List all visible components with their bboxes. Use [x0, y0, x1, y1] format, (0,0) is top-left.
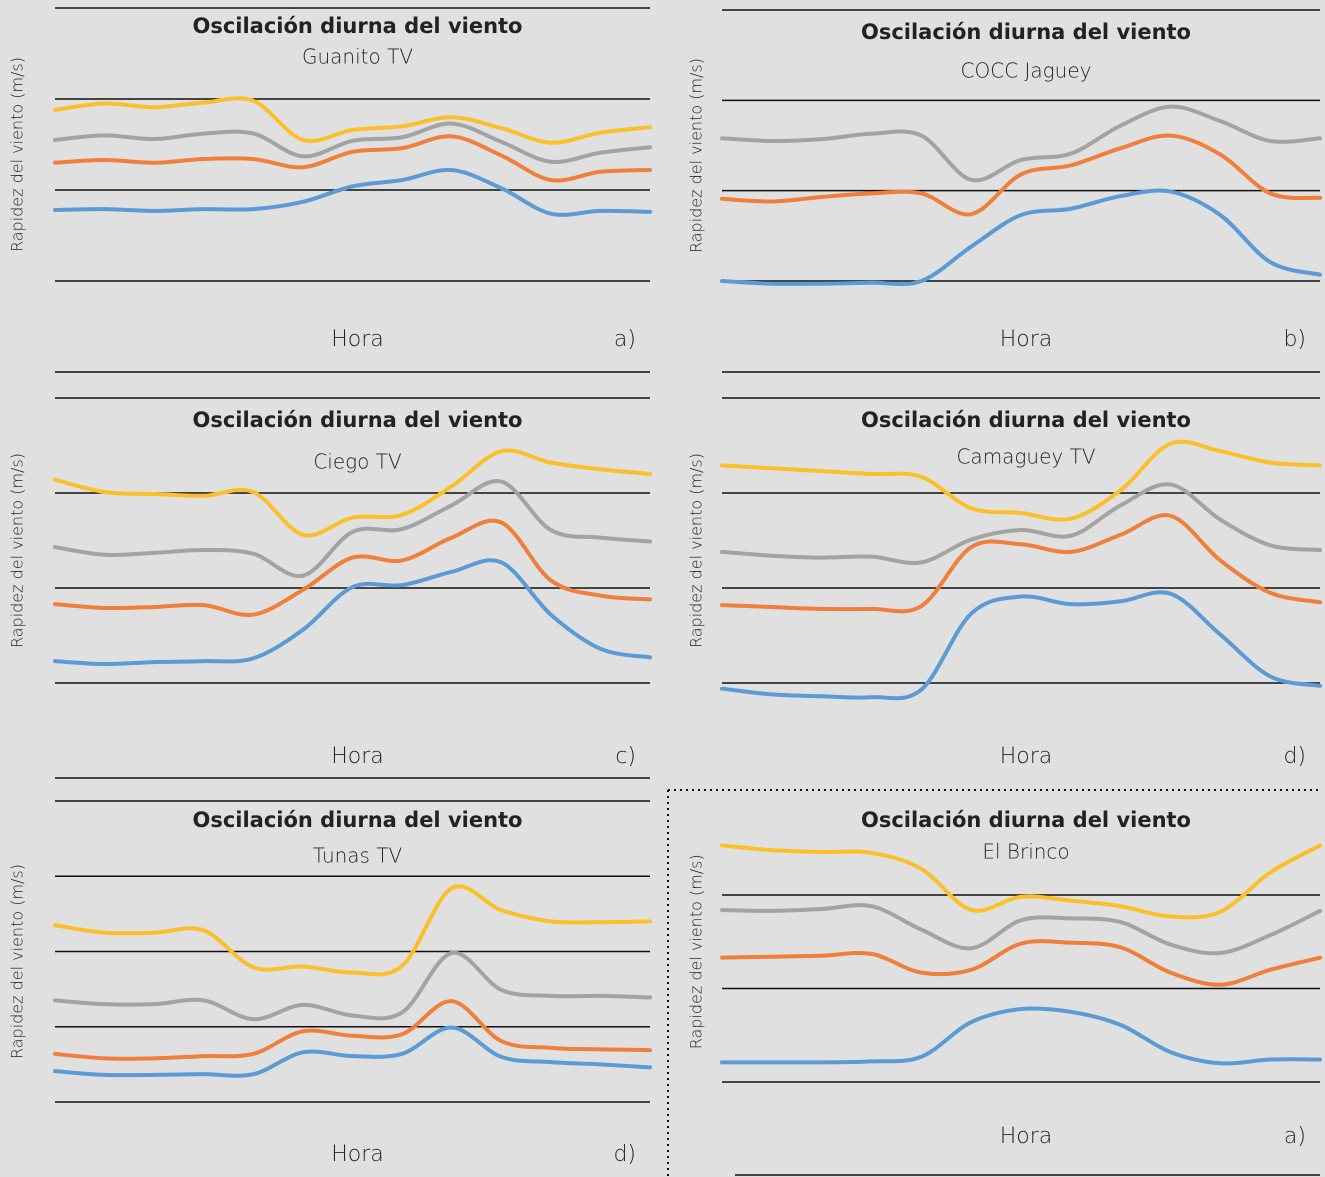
series-line — [53, 479, 652, 578]
series-line — [720, 843, 1322, 920]
series-line — [53, 1025, 652, 1078]
chart-title: Oscilación diurna del viento — [192, 408, 522, 432]
y-axis-label: Rapidez del viento (m/s) — [8, 453, 27, 648]
series-line — [720, 939, 1322, 987]
y-axis-label: Rapidez del viento (m/s) — [8, 864, 27, 1059]
series-line — [53, 518, 652, 617]
panel-label: a) — [614, 327, 636, 352]
chart-subtitle: Tunas TV — [313, 844, 403, 868]
panel-label: b) — [1283, 327, 1306, 352]
series-line — [53, 167, 652, 217]
series-line — [53, 884, 652, 977]
y-axis-label: Rapidez del viento (m/s) — [687, 453, 706, 648]
x-axis-label: Hora — [1000, 327, 1053, 352]
chart-title: Oscilación diurna del viento — [861, 20, 1191, 44]
chart-subtitle: COCC Jaguey — [961, 59, 1092, 83]
series-line — [53, 96, 652, 145]
y-axis-label: Rapidez del viento (m/s) — [687, 854, 706, 1049]
panel-label: a) — [1284, 1124, 1306, 1149]
series-line — [720, 590, 1322, 701]
panel-label: c) — [615, 744, 636, 769]
y-axis-label: Rapidez del viento (m/s) — [687, 58, 706, 253]
series-line — [53, 558, 652, 667]
series-line — [53, 950, 652, 1022]
series-line — [720, 513, 1322, 614]
series-line — [720, 104, 1322, 183]
x-axis-label: Hora — [1000, 744, 1053, 769]
series-line — [720, 439, 1322, 522]
chart-title: Oscilación diurna del viento — [861, 808, 1191, 832]
panel-label: d) — [613, 1142, 636, 1167]
series-line — [720, 1006, 1322, 1066]
chart-subtitle: Guanito TV — [302, 45, 413, 69]
chart-subtitle: Camaguey TV — [956, 445, 1095, 469]
panel-label: d) — [1283, 744, 1306, 769]
y-axis-label: Rapidez del viento (m/s) — [8, 57, 27, 252]
chart-subtitle: Ciego TV — [313, 450, 402, 474]
x-axis-label: Hora — [331, 1142, 384, 1167]
chart-title: Oscilación diurna del viento — [861, 408, 1191, 432]
chart-subtitle: El Brinco — [982, 840, 1069, 864]
series-line — [53, 448, 652, 538]
series-line — [53, 999, 652, 1061]
series-line — [720, 903, 1322, 956]
chart-title: Oscilación diurna del viento — [192, 14, 522, 38]
x-axis-label: Hora — [331, 744, 384, 769]
series-line — [720, 188, 1322, 287]
series-line — [720, 482, 1322, 565]
chart-title: Oscilación diurna del viento — [192, 808, 522, 832]
x-axis-label: Hora — [331, 327, 384, 352]
series-line — [720, 133, 1322, 217]
series-line — [53, 134, 652, 183]
series-line — [53, 121, 652, 165]
x-axis-label: Hora — [1000, 1124, 1053, 1149]
